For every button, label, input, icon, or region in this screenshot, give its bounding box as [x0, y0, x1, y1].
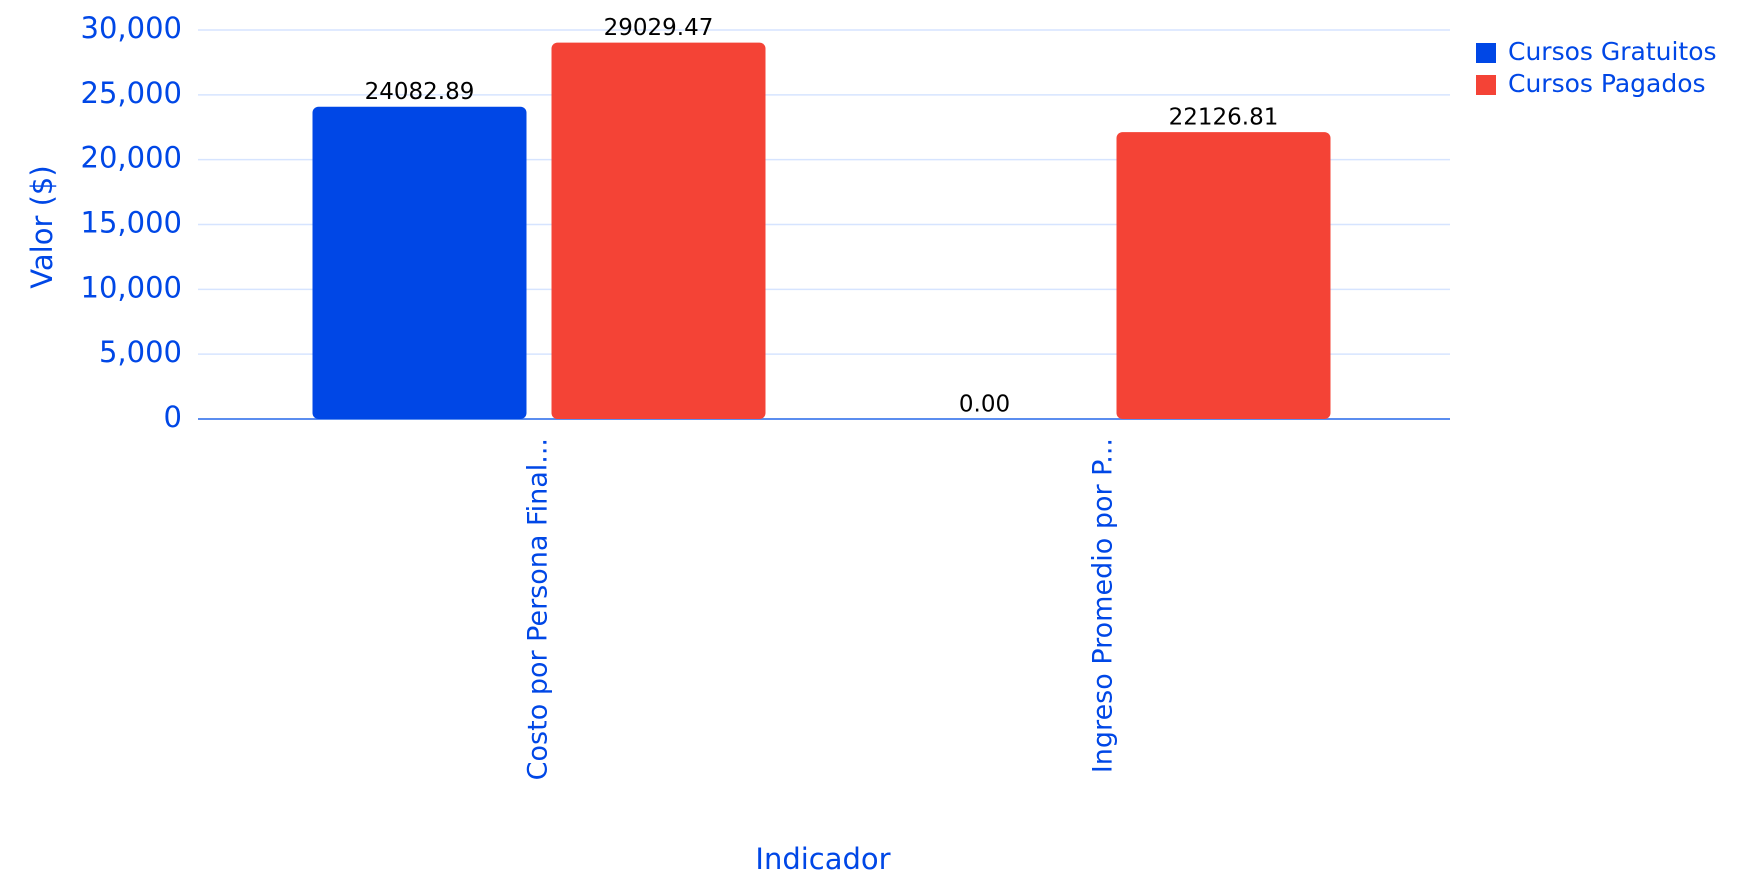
x-tick-label: Costo por Persona Final... — [523, 438, 554, 780]
legend-label: Cursos Gratuitos — [1508, 37, 1717, 66]
x-axis-title: Indicador — [755, 842, 890, 876]
legend-swatch — [1476, 43, 1496, 63]
bar — [312, 106, 527, 419]
y-tick-label: 0 — [164, 400, 182, 434]
value-label: 22126.81 — [1169, 105, 1279, 131]
y-axis-title: Valor ($) — [25, 165, 59, 288]
x-tick-label: Ingreso Promedio por P... — [1088, 438, 1119, 773]
y-tick-label: 5,000 — [99, 335, 182, 369]
value-label: 29029.47 — [604, 15, 714, 41]
legend-label: Cursos Pagados — [1508, 69, 1706, 98]
y-tick-label: 30,000 — [81, 11, 182, 45]
bar — [551, 42, 766, 420]
y-tick-label: 25,000 — [81, 76, 182, 110]
legend-swatch — [1476, 75, 1496, 95]
y-tick-label: 10,000 — [81, 270, 182, 304]
y-tick-label: 15,000 — [81, 206, 182, 240]
bar — [1116, 132, 1331, 419]
y-tick-label: 20,000 — [81, 141, 182, 175]
value-label: 0.00 — [959, 392, 1010, 418]
value-label: 24082.89 — [365, 79, 475, 105]
